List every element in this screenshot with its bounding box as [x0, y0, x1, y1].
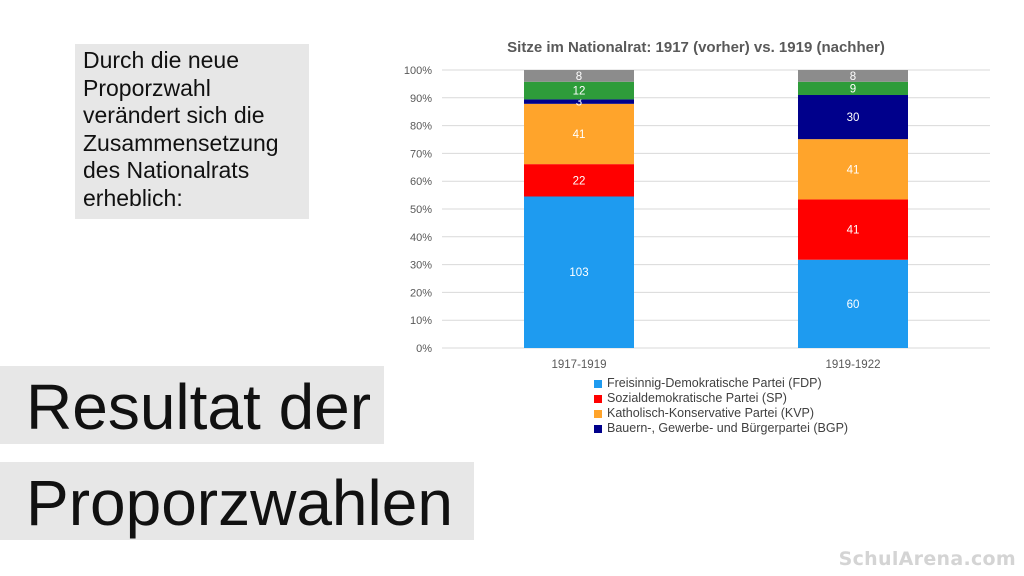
- data-label: 41: [847, 164, 860, 176]
- bar-segment: [798, 139, 908, 200]
- legend-swatch: [594, 379, 602, 388]
- y-tick-label: 0%: [416, 343, 432, 355]
- data-label: 9: [850, 83, 856, 95]
- data-label: 12: [573, 86, 586, 98]
- bar-segment: [524, 81, 634, 100]
- data-label: 41: [573, 129, 586, 141]
- stacked-bar-chart: Sitze im Nationalrat: 1917 (vorher) vs. …: [404, 39, 990, 371]
- slide-title-line-1: Resultat der: [0, 366, 384, 444]
- x-axis-ticks: 1917-1919 1919-1922: [552, 359, 881, 371]
- legend-label: Freisinnig-Demokratische Partei (FDP): [607, 376, 822, 390]
- bar-segment: [798, 199, 908, 260]
- legend-item: Bauern-, Gewerbe- und Bürgerpartei (BGP): [594, 421, 848, 436]
- bar-segment: [524, 103, 634, 165]
- legend-swatch: [594, 424, 602, 433]
- data-label: 60: [847, 299, 860, 311]
- y-axis-ticks: 0% 10% 20% 30% 40% 50% 60% 70% 80% 90% 100%: [404, 65, 432, 355]
- y-tick-label: 60%: [410, 176, 432, 188]
- data-label: 22: [573, 175, 586, 187]
- bar-segment: [524, 196, 634, 348]
- y-tick-label: 100%: [404, 65, 432, 77]
- legend-label: Katholisch-Konservative Partei (KVP): [607, 406, 815, 420]
- bar-segment: [798, 95, 908, 140]
- data-label: 3: [576, 97, 582, 109]
- y-tick-label: 10%: [410, 315, 432, 327]
- data-label: 30: [847, 112, 860, 124]
- chart-title: Sitze im Nationalrat: 1917 (vorher) vs. …: [507, 39, 885, 56]
- x-tick-label: 1917-1919: [552, 359, 607, 371]
- bar-segment: [524, 99, 634, 104]
- legend-item: Freisinnig-Demokratische Partei (FDP): [594, 376, 848, 391]
- y-tick-label: 90%: [410, 93, 432, 105]
- y-tick-label: 20%: [410, 287, 432, 299]
- chart-legend: Freisinnig-Demokratische Partei (FDP) Soz…: [594, 376, 848, 436]
- x-tick-label: 1919-1922: [826, 359, 881, 371]
- bar-segment: [798, 81, 908, 96]
- y-tick-label: 50%: [410, 204, 432, 216]
- legend-label: Bauern-, Gewerbe- und Bürgerpartei (BGP): [607, 421, 849, 435]
- legend-label: Sozialdemokratische Partei (SP): [607, 391, 787, 405]
- bar-segment: [524, 164, 634, 197]
- legend-swatch: [594, 409, 602, 418]
- y-tick-label: 80%: [410, 121, 432, 133]
- y-tick-label: 70%: [410, 148, 432, 160]
- bar-segment: [524, 70, 634, 82]
- y-tick-label: 40%: [410, 232, 432, 244]
- intro-text: Durch die neue Proporzwahl verändert sic…: [75, 44, 309, 219]
- data-label: 8: [850, 71, 856, 83]
- y-tick-label: 30%: [410, 260, 432, 272]
- legend-item: Sozialdemokratische Partei (SP): [594, 391, 848, 406]
- slide-title-line-2: Proporzwahlen: [0, 462, 474, 540]
- data-label: 8: [576, 71, 582, 83]
- watermark: SchulArena.com: [838, 548, 1016, 570]
- data-label: 103: [569, 267, 588, 279]
- legend-swatch: [594, 394, 602, 403]
- bar-segment: [798, 70, 908, 82]
- bar-segment: [798, 259, 908, 348]
- data-label: 41: [847, 225, 860, 237]
- legend-item: Katholisch-Konservative Partei (KVP): [594, 406, 848, 421]
